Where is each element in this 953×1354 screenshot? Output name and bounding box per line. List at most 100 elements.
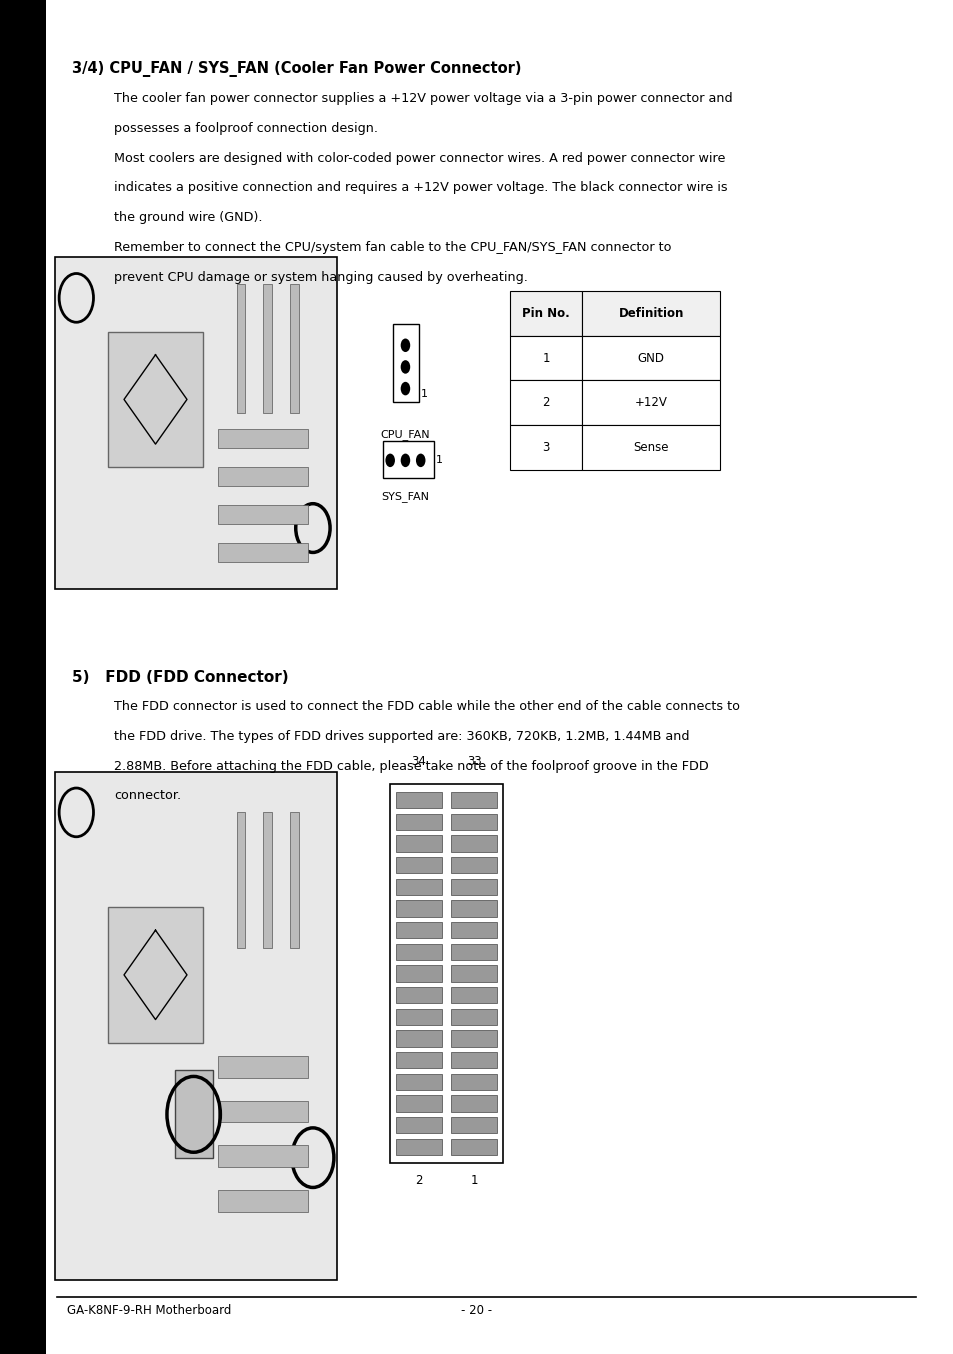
Bar	[236, 812, 245, 948]
Bar	[581, 336, 720, 380]
Bar	[290, 284, 298, 413]
Text: 5)   FDD (FDD Connector): 5) FDD (FDD Connector)	[71, 670, 288, 685]
Text: the FDD drive. The types of FDD drives supported are: 360KB, 720KB, 1.2MB, 1.44M: the FDD drive. The types of FDD drives s…	[114, 730, 689, 743]
Bar	[395, 1074, 441, 1090]
Text: English: English	[14, 478, 31, 551]
Bar	[451, 1095, 497, 1112]
Text: 1: 1	[542, 352, 549, 364]
Text: 33: 33	[466, 754, 481, 768]
Bar	[451, 1052, 497, 1068]
Bar	[263, 284, 272, 413]
Bar	[217, 429, 308, 448]
Text: 1: 1	[420, 390, 427, 399]
Bar	[581, 291, 720, 336]
Bar	[390, 784, 502, 1163]
Text: 2.88MB. Before attaching the FDD cable, please take note of the foolproof groove: 2.88MB. Before attaching the FDD cable, …	[114, 760, 708, 773]
Bar	[451, 835, 497, 852]
Bar	[236, 284, 245, 413]
Bar	[510, 336, 581, 380]
Bar	[395, 987, 441, 1003]
Text: +12V: +12V	[634, 397, 667, 409]
Bar	[217, 1101, 308, 1122]
Text: prevent CPU damage or system hanging caused by overheating.: prevent CPU damage or system hanging cau…	[114, 271, 528, 284]
Text: 3: 3	[542, 441, 549, 454]
Text: Most coolers are designed with color-coded power connector wires. A red power co: Most coolers are designed with color-cod…	[114, 152, 725, 165]
Bar	[108, 907, 203, 1043]
Bar	[382, 441, 434, 478]
Circle shape	[400, 454, 410, 467]
Bar	[217, 543, 308, 562]
Bar	[395, 857, 441, 873]
Text: 2: 2	[542, 397, 549, 409]
Text: GA-K8NF-9-RH Motherboard: GA-K8NF-9-RH Motherboard	[67, 1304, 231, 1317]
Bar	[263, 812, 272, 948]
Text: The FDD connector is used to connect the FDD cable while the other end of the ca: The FDD connector is used to connect the…	[114, 700, 740, 714]
Bar	[174, 1070, 213, 1158]
Circle shape	[416, 454, 425, 467]
Bar	[0, 0, 46, 1354]
Bar	[217, 1056, 308, 1078]
Text: 1: 1	[436, 455, 442, 466]
Circle shape	[400, 338, 410, 352]
Bar	[395, 814, 441, 830]
Bar	[217, 1190, 308, 1212]
Bar	[451, 792, 497, 808]
Bar	[451, 1074, 497, 1090]
Bar	[451, 857, 497, 873]
Text: the ground wire (GND).: the ground wire (GND).	[114, 211, 263, 225]
Circle shape	[400, 360, 410, 374]
Bar	[395, 900, 441, 917]
Bar	[395, 1030, 441, 1047]
Text: Remember to connect the CPU/system fan cable to the CPU_FAN/SYS_FAN connector to: Remember to connect the CPU/system fan c…	[114, 241, 671, 255]
Bar	[395, 1095, 441, 1112]
Text: SYS_FAN: SYS_FAN	[381, 492, 429, 502]
Bar	[395, 1117, 441, 1133]
Bar	[451, 1139, 497, 1155]
Bar	[581, 380, 720, 425]
Text: 2: 2	[415, 1174, 422, 1187]
Bar	[395, 965, 441, 982]
Bar	[217, 505, 308, 524]
Bar	[451, 1009, 497, 1025]
Text: Pin No.: Pin No.	[521, 307, 570, 320]
Text: indicates a positive connection and requires a +12V power voltage. The black con: indicates a positive connection and requ…	[114, 181, 727, 195]
Bar	[451, 944, 497, 960]
Text: The cooler fan power connector supplies a +12V power voltage via a 3-pin power c: The cooler fan power connector supplies …	[114, 92, 732, 106]
Text: - 20 -: - 20 -	[461, 1304, 492, 1317]
Bar	[290, 812, 298, 948]
Bar	[217, 467, 308, 486]
Bar	[395, 944, 441, 960]
Text: Sense: Sense	[633, 441, 668, 454]
Bar	[395, 879, 441, 895]
Bar	[395, 1052, 441, 1068]
Bar	[217, 1145, 308, 1167]
Text: 34: 34	[411, 754, 426, 768]
Bar	[451, 1117, 497, 1133]
Bar	[451, 879, 497, 895]
Text: 3/4) CPU_FAN / SYS_FAN (Cooler Fan Power Connector): 3/4) CPU_FAN / SYS_FAN (Cooler Fan Power…	[71, 61, 520, 77]
Bar	[395, 792, 441, 808]
Bar	[451, 900, 497, 917]
Bar	[108, 332, 203, 467]
Text: possesses a foolproof connection design.: possesses a foolproof connection design.	[114, 122, 378, 135]
Bar	[395, 835, 441, 852]
Text: Definition: Definition	[618, 307, 683, 320]
Bar	[451, 1030, 497, 1047]
Bar	[510, 425, 581, 470]
Bar	[55, 772, 336, 1280]
Bar	[451, 987, 497, 1003]
Text: 1: 1	[470, 1174, 477, 1187]
Bar	[55, 257, 336, 589]
Bar	[393, 324, 418, 402]
Bar	[451, 814, 497, 830]
Bar	[395, 1139, 441, 1155]
Bar	[451, 922, 497, 938]
Bar	[510, 380, 581, 425]
Bar	[395, 922, 441, 938]
Text: GND: GND	[637, 352, 664, 364]
Bar	[581, 425, 720, 470]
Text: CPU_FAN: CPU_FAN	[380, 429, 430, 440]
Bar	[395, 1009, 441, 1025]
Text: connector.: connector.	[114, 789, 181, 803]
Bar	[510, 291, 581, 336]
